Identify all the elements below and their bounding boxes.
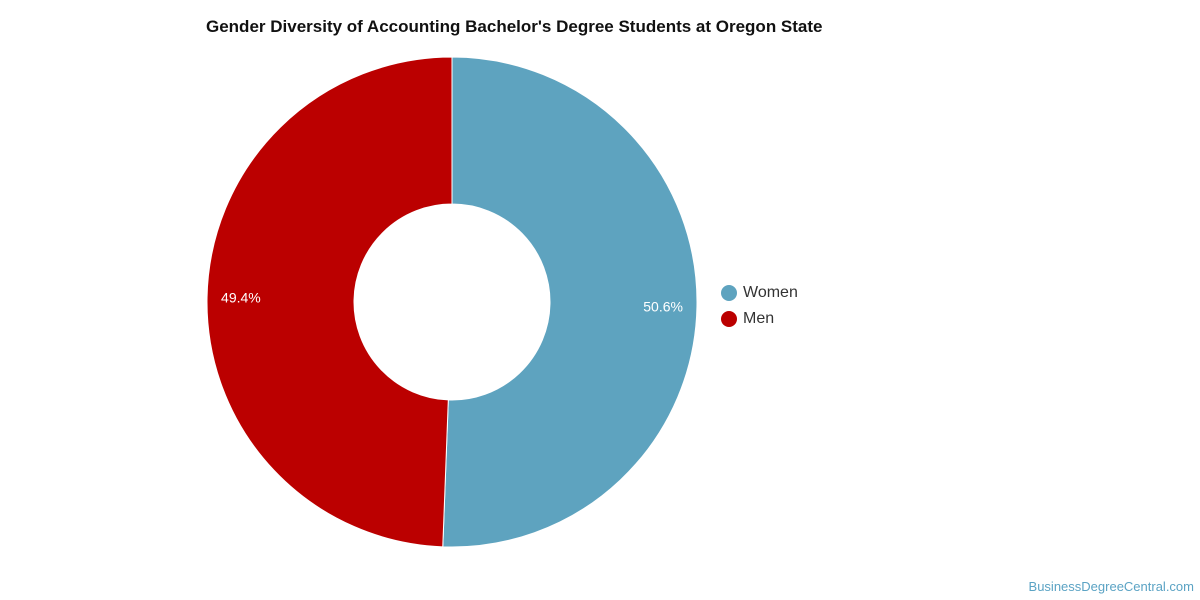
legend-swatch-men-icon — [721, 311, 737, 327]
slice-women[interactable] — [442, 56, 698, 548]
legend-swatch-women-icon — [721, 285, 737, 301]
watermark-link[interactable]: BusinessDegreeCentral.com — [1028, 579, 1194, 594]
slice-label-men: 49.4% — [221, 290, 261, 306]
slice-label-women: 50.6% — [643, 298, 683, 314]
legend-label-women: Women — [743, 284, 798, 301]
legend-item-women[interactable]: Women — [721, 280, 798, 306]
legend-label-men: Men — [743, 310, 775, 327]
slice-men[interactable] — [206, 56, 453, 548]
legend: Women Men — [721, 280, 798, 332]
legend-item-men[interactable]: Men — [721, 306, 798, 332]
chart-title: Gender Diversity of Accounting Bachelor'… — [206, 17, 823, 36]
